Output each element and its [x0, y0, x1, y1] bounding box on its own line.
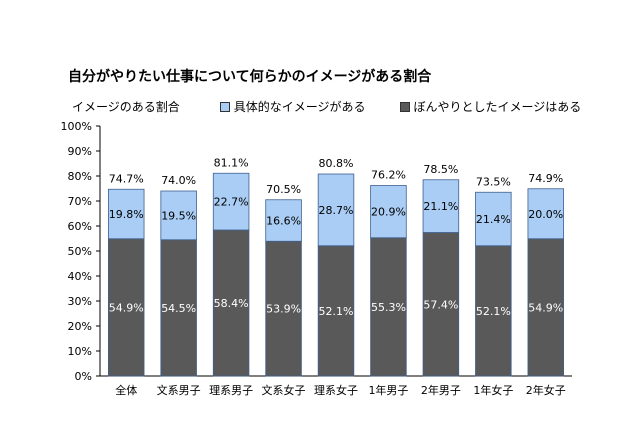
y-tick-label: 60% [68, 220, 92, 233]
legend-item-vague: ぼんやりとしたイメージはある [399, 98, 582, 115]
x-category-label: 文系女子 [262, 383, 306, 397]
bar-segment-specific [370, 185, 407, 239]
y-tick-label: 80% [68, 170, 92, 183]
data-label-vague: 58.4% [214, 297, 249, 310]
y-tick-label: 0% [75, 370, 92, 383]
data-label-vague: 54.9% [528, 301, 563, 314]
data-label-specific: 20.0% [528, 208, 563, 221]
data-label-specific: 21.1% [423, 200, 458, 213]
bar-segment-vague [527, 238, 565, 377]
y-tick-label: 70% [68, 195, 92, 208]
legend-total-label: イメージのある割合 [72, 100, 180, 114]
data-label-total: 81.1% [214, 156, 249, 169]
y-tick-label: 50% [68, 245, 92, 258]
data-label-total: 78.5% [423, 163, 458, 176]
data-label-total: 73.5% [476, 175, 511, 188]
x-category-label: 全体 [115, 383, 137, 397]
data-label-total: 74.7% [109, 172, 144, 185]
legend-specific-label: 具体的なイメージがある [233, 100, 366, 114]
chart-title: 自分がやりたい仕事について何らかのイメージがある割合 [68, 69, 432, 85]
legend-item-total: イメージのある割合 [72, 98, 180, 115]
bar-segment-specific [212, 172, 250, 231]
bar-segment-specific [527, 188, 565, 240]
data-label-vague: 53.9% [266, 303, 301, 316]
data-label-total: 76.2% [371, 169, 406, 182]
bar-segment-vague [317, 245, 355, 377]
x-category-label: 理系女子 [314, 383, 358, 397]
data-label-specific: 28.7% [319, 204, 354, 217]
data-label-specific: 19.5% [161, 209, 196, 222]
data-label-total: 74.9% [528, 172, 563, 185]
data-label-vague: 54.9% [109, 301, 144, 314]
bar-segment-specific [422, 179, 460, 233]
bar-segment-specific [160, 190, 197, 241]
bar-segment-specific [475, 191, 512, 247]
y-tick-label: 100% [61, 120, 92, 133]
bar-segment-vague [422, 232, 460, 377]
data-label-specific: 22.7% [214, 196, 249, 209]
bar-segment-vague [265, 240, 302, 377]
data-label-vague: 52.1% [319, 305, 354, 318]
bar-segment-vague [212, 229, 250, 377]
legend: イメージのある割合 具体的なイメージがある ぼんやりとしたイメージはある [72, 98, 582, 115]
data-label-specific: 16.6% [266, 215, 301, 228]
data-label-specific: 19.8% [109, 208, 144, 221]
data-label-vague: 55.3% [371, 301, 406, 314]
x-category-label: 理系男子 [209, 384, 253, 397]
y-tick-label: 20% [68, 320, 92, 333]
legend-item-specific: 具体的なイメージがある [219, 98, 366, 115]
y-tick-label: 30% [68, 295, 92, 308]
bar-segment-specific [317, 173, 355, 247]
data-label-total: 70.5% [266, 183, 301, 196]
x-category-label: 1年女子 [473, 383, 513, 397]
y-tick-label: 90% [68, 145, 92, 158]
y-tick-label: 10% [68, 345, 92, 358]
legend-swatch-specific [219, 101, 230, 112]
legend-swatch-vague [399, 101, 410, 112]
legend-vague-label: ぼんやりとしたイメージはある [413, 100, 582, 114]
data-label-specific: 20.9% [371, 206, 406, 219]
x-category-label: 2年女子 [526, 383, 566, 397]
data-label-vague: 54.5% [161, 302, 196, 315]
data-label-total: 80.8% [319, 157, 354, 170]
data-label-vague: 52.1% [476, 305, 511, 318]
bar-segment-vague [160, 239, 197, 377]
x-category-label: 2年男子 [421, 383, 461, 397]
bar-segment-specific [107, 188, 145, 240]
data-label-total: 74.0% [161, 174, 196, 187]
data-label-specific: 21.4% [476, 213, 511, 226]
bar-segment-specific [265, 199, 302, 242]
data-label-vague: 57.4% [423, 298, 458, 311]
x-category-label: 文系男子 [157, 383, 201, 397]
bar-segment-vague [107, 238, 145, 377]
x-category-label: 1年男子 [368, 383, 408, 397]
y-tick-label: 40% [68, 270, 92, 283]
